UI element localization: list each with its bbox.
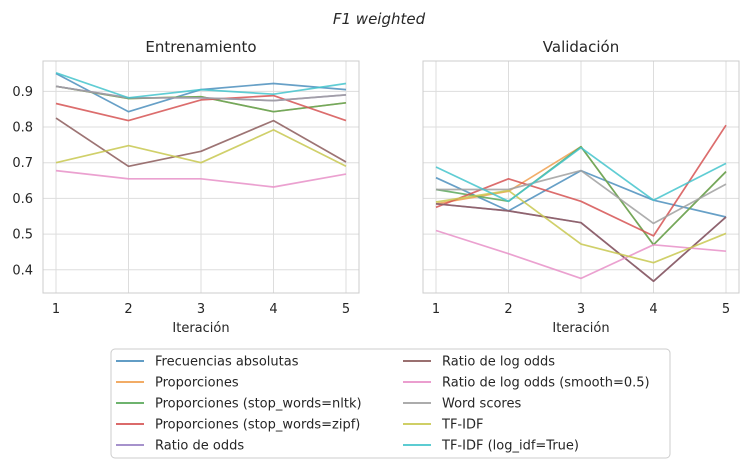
legend-label: TF-IDF [441,418,483,433]
series-line-8 [55,85,347,102]
x-tick-label: 5 [722,302,730,317]
y-tick-label: 0.9 [12,85,33,100]
legend-label: Proporciones (stop_words=nltk) [155,397,362,412]
legend-item: TF-IDF (log_idf=True) [403,439,579,454]
chart-panels: 0.4 0.5 0.6 0.7 0.8 0.9 1 2 3 4 5 Iteración Entrenam… [12,38,740,336]
plot-frame [422,60,740,294]
series-line-7 [55,169,347,188]
series-line-9 [55,129,347,168]
y-tick-label: 0.5 [12,228,33,243]
legend-label: Proporciones [155,376,239,391]
series-line-4 [55,94,347,122]
legend: Frecuencias absolutas Proporciones Proporc… [110,348,671,459]
legend-item: Proporciones (stop_words=zipf) [116,418,360,433]
figure-suptitle: F1 weighted [333,10,426,28]
series-line-3 [435,145,727,246]
x-tick-label: 2 [504,302,512,317]
series-line-10 [55,71,347,99]
x-tick-label: 3 [197,302,205,317]
legend-label: Frecuencias absolutas [155,355,299,370]
x-tick-label: 4 [649,302,657,317]
legend-label: Proporciones (stop_words=zipf) [155,418,360,433]
x-tick-label: 1 [52,302,60,317]
series-line-7 [435,229,727,280]
y-tick-label: 0.6 [12,192,33,207]
legend-box [110,348,671,459]
legend-item: Word scores [403,397,521,412]
y-tick-label: 0.7 [12,156,33,171]
series-line-6 [55,117,347,168]
x-tick-label: 3 [577,302,585,317]
legend-item: Proporciones (stop_words=nltk) [116,397,362,412]
legend-label: Ratio de odds [155,439,244,454]
panel-1: 0.4 0.5 0.6 0.7 0.8 0.9 1 2 3 4 5 Iteración Entrenam… [12,38,360,336]
legend-item: Ratio de odds [116,439,244,454]
panel-title: Entrenamiento [145,38,256,56]
legend-label: Ratio de log odds (smooth=0.5) [442,376,650,391]
y-tick-label: 0.4 [12,263,33,278]
x-tick-label: 5 [342,302,350,317]
series-line-6 [435,202,727,283]
plot-frame [42,60,360,294]
panel-title: Validación [543,38,619,56]
legend-item: Ratio de log odds [403,355,555,370]
x-axis-label: Iteración [552,321,609,336]
legend-item: Frecuencias absolutas [116,355,299,370]
x-tick-label: 4 [269,302,277,317]
series-line-10 [435,146,727,203]
panel-2: 1 2 3 4 5 Iteración Validación [422,38,740,336]
legend-label: Ratio de log odds [442,355,555,370]
y-tick-label: 0.8 [12,121,33,136]
x-tick-label: 2 [124,302,132,317]
series-line-4 [435,124,727,237]
legend-item: Proporciones [116,376,239,391]
series-line-9 [435,189,727,264]
x-axis-label: Iteración [172,321,229,336]
legend-item: TF-IDF [403,418,483,433]
legend-label: Word scores [442,397,521,412]
legend-item: Ratio de log odds (smooth=0.5) [403,376,650,391]
legend-label: TF-IDF (log_idf=True) [441,439,579,454]
x-tick-label: 1 [432,302,440,317]
